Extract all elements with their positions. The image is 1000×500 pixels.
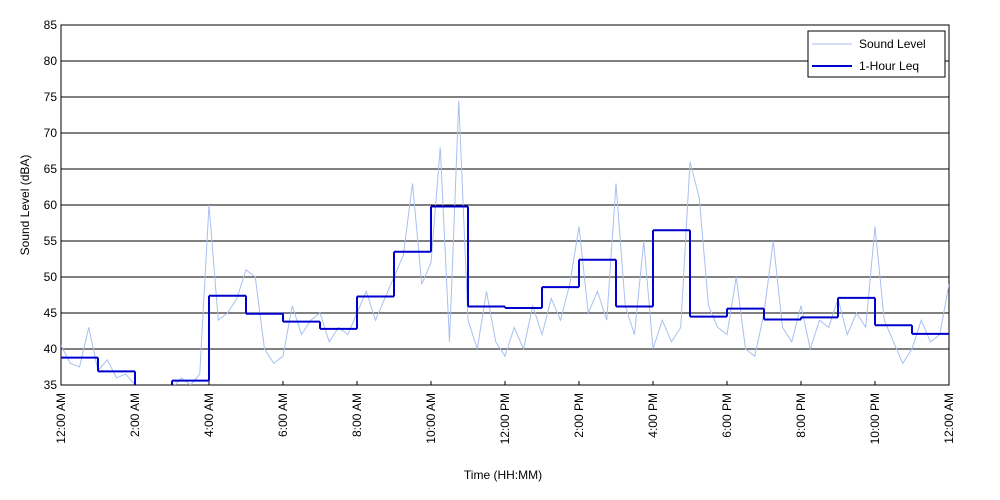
y-tick-label: 45 — [44, 306, 58, 320]
lines — [61, 100, 949, 385]
x-tick-label: 6:00 PM — [720, 393, 734, 438]
x-tick-label: 10:00 AM — [424, 393, 438, 444]
x-tick-label: 4:00 PM — [646, 393, 660, 438]
y-tick-label: 35 — [44, 378, 58, 392]
y-tick-label: 40 — [44, 342, 58, 356]
sound-level-line — [61, 100, 949, 385]
x-tick-label: 4:00 AM — [202, 393, 216, 437]
x-tick-label: 2:00 PM — [572, 393, 586, 438]
x-tick-label: 2:00 AM — [128, 393, 142, 437]
x-tick-label: 8:00 AM — [350, 393, 364, 437]
legend-label: 1-Hour Leq — [859, 59, 919, 73]
x-axis-label: Time (HH:MM) — [464, 468, 542, 482]
x-tick-label: 10:00 PM — [868, 393, 882, 444]
y-tick-label: 60 — [44, 198, 58, 212]
x-tick-label: 6:00 AM — [276, 393, 290, 437]
y-tick-label: 55 — [44, 234, 58, 248]
y-tick-label: 85 — [44, 18, 58, 32]
y-tick-label: 70 — [44, 126, 58, 140]
legend-box — [807, 30, 946, 78]
x-tick-label: 12:00 AM — [54, 393, 68, 444]
y-tick-label: 50 — [44, 270, 58, 284]
legend: Sound Level 1-Hour Leq — [807, 30, 946, 78]
y-tick-label: 80 — [44, 54, 58, 68]
x-tick-label: 8:00 PM — [794, 393, 808, 438]
legend-label: Sound Level — [859, 37, 926, 51]
y-tick-label: 75 — [44, 90, 58, 104]
y-axis-label: Sound Level (dBA) — [18, 155, 32, 256]
y-tick-label: 65 — [44, 162, 58, 176]
x-tick-label: 12:00 PM — [498, 393, 512, 444]
x-tick-label: 12:00 AM — [942, 393, 956, 444]
